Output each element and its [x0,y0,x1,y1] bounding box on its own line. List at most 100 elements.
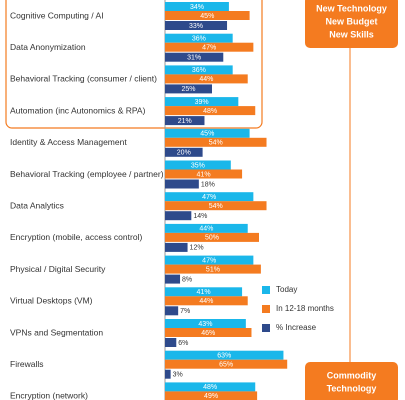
callout-text: New Budget [325,16,377,26]
bar [165,169,243,179]
bar [165,255,254,265]
bar [165,84,212,94]
value-label: 25% [181,86,195,93]
value-label: 54% [209,203,223,210]
value-label: 41% [197,289,211,296]
category-label: Data Anonymization [10,42,86,52]
category-label: Encryption (mobile, access control) [10,232,142,242]
value-label: 48% [203,108,217,115]
value-label: 3% [173,372,183,379]
value-label: 33% [189,23,203,30]
value-label: 44% [199,226,213,233]
legend-label: Today [276,285,297,294]
bar [165,264,261,274]
bar [165,128,250,138]
value-label: 47% [202,257,216,264]
bar [165,137,267,147]
bar [165,116,205,126]
bar [165,179,199,189]
value-label: 7% [180,308,190,315]
value-label: 20% [177,150,191,157]
category-label: Behavioral Tracking (employee / partner) [10,169,164,179]
value-label: 46% [201,330,215,337]
bar [165,201,267,211]
bar [165,242,188,252]
value-label: 49% [204,393,218,400]
bar [165,369,171,379]
bar [165,97,239,107]
value-label: 39% [195,99,209,106]
legend-label: In 12-18 months [276,304,334,313]
category-label: Automation (inc Autonomics & RPA) [10,105,146,115]
value-label: 31% [187,55,201,62]
bar [165,223,248,233]
category-label: Data Analytics [10,200,64,210]
category-label: Firewalls [10,359,44,369]
legend-label: % Increase [276,323,317,332]
value-label: 47% [202,45,216,52]
category-label: Virtual Desktops (VM) [10,296,93,306]
value-label: 6% [178,340,188,347]
bar [165,11,250,20]
bar [165,42,254,52]
value-label: 34% [190,4,204,11]
value-label: 12% [190,245,204,252]
value-label: 44% [199,298,213,305]
value-label: 54% [209,140,223,147]
legend-swatch [262,286,270,294]
callout-box [305,0,398,48]
value-label: 48% [203,384,217,391]
bar [165,287,243,297]
callout-box [305,362,398,400]
value-label: 36% [192,36,206,43]
legend-swatch [262,305,270,313]
bar [165,296,248,306]
bar [165,319,246,328]
category-label: Encryption (network) [10,391,88,400]
legend-swatch [262,324,270,332]
bar [165,274,181,284]
value-label: 50% [205,235,219,242]
bar [165,192,254,202]
value-label: 21% [178,118,192,125]
category-label: Physical / Digital Security [10,264,106,274]
bar [165,52,224,62]
bar [165,232,259,242]
bar [165,328,252,337]
value-label: 18% [201,181,215,188]
value-label: 47% [202,194,216,201]
bar [165,106,256,116]
bar [165,21,228,30]
category-label: Cognitive Computing / AI [10,10,104,20]
value-label: 41% [197,171,211,178]
callout-text: New Technology [316,3,387,13]
value-label: 45% [200,131,214,138]
bar [165,160,231,170]
callout-text: Commodity [327,370,377,380]
value-label: 36% [192,67,206,74]
bar [165,306,179,316]
value-label: 44% [199,76,213,83]
bar [165,2,229,11]
bar [165,382,256,392]
highlight-outline [5,0,263,129]
value-label: 8% [182,276,192,283]
value-label: 43% [198,321,212,328]
category-label: Behavioral Tracking (consumer / client) [10,74,157,84]
bar [165,74,248,84]
callout-text: Technology [327,383,377,393]
callout-text: New Skills [329,29,374,39]
value-label: 45% [200,13,214,20]
bar [165,33,233,43]
value-label: 14% [193,213,207,220]
value-label: 65% [219,362,233,369]
bar [165,359,288,369]
bar [165,65,233,75]
bar [165,338,177,347]
bar [165,391,258,400]
category-label: VPNs and Segmentation [10,327,103,337]
bar [165,147,203,157]
value-label: 63% [217,353,231,360]
value-label: 51% [206,266,220,273]
